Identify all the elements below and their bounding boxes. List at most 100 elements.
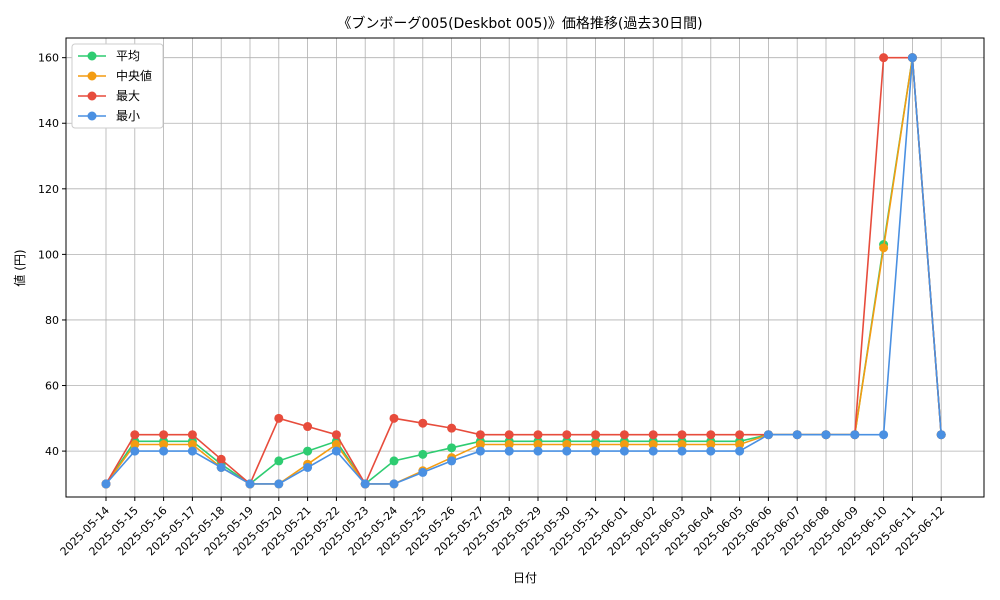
series-line [105, 57, 942, 485]
y-tick-label: 140 [38, 117, 59, 130]
data-point [533, 446, 543, 456]
data-point [130, 430, 140, 440]
y-axis-ticks: 40 60 80 100 120 140 160 [38, 52, 66, 458]
data-point [792, 430, 802, 440]
data-point [303, 422, 313, 432]
data-point [101, 479, 111, 489]
data-point [591, 430, 601, 440]
legend-marker [87, 71, 97, 81]
y-tick-label: 120 [38, 183, 59, 196]
data-point [389, 456, 399, 466]
data-point [648, 440, 658, 450]
data-point [303, 462, 313, 472]
legend-marker [87, 111, 97, 121]
data-point [504, 446, 514, 456]
y-tick-label: 60 [45, 380, 59, 393]
data-point [591, 440, 601, 450]
y-tick-label: 80 [45, 314, 59, 327]
data-point [562, 446, 572, 456]
plot-frame [65, 37, 985, 498]
data-point [389, 413, 399, 423]
legend-item: 平均 [78, 49, 140, 63]
data-point [331, 430, 341, 440]
data-point [619, 430, 629, 440]
data-point [735, 440, 745, 450]
legend-item: 最小 [78, 109, 140, 123]
series-1 [101, 53, 946, 489]
data-point [216, 462, 226, 472]
legend-label: 最小 [116, 109, 140, 123]
data-point [706, 446, 716, 456]
legend-label: 最大 [116, 89, 140, 103]
data-point [706, 440, 716, 450]
legend-label: 中央値 [116, 68, 152, 83]
x-axis-ticks: 2025-05-142025-05-152025-05-162025-05-17… [58, 497, 947, 558]
legend-marker [87, 51, 97, 61]
data-point [130, 440, 140, 450]
series-3 [101, 53, 946, 489]
series-line [105, 57, 942, 486]
data-point [274, 479, 284, 489]
data-point [879, 243, 889, 253]
data-point [187, 446, 197, 456]
data-point [418, 449, 428, 459]
legend-marker [87, 91, 97, 101]
grid [66, 38, 984, 497]
data-point [677, 440, 687, 450]
data-point [418, 467, 428, 477]
data-point [763, 430, 773, 440]
legend-item: 最大 [78, 89, 140, 103]
series-2 [101, 53, 946, 489]
data-point [619, 440, 629, 450]
data-point [735, 446, 745, 456]
data-point [447, 443, 457, 453]
data-point [591, 446, 601, 456]
data-point [504, 430, 514, 440]
data-point [389, 479, 399, 489]
data-point [216, 454, 226, 464]
data-point [648, 430, 658, 440]
data-point [130, 446, 140, 456]
data-point [187, 430, 197, 440]
y-tick-label: 40 [45, 445, 59, 458]
data-point [331, 446, 341, 456]
data-point [879, 53, 889, 63]
data-point [447, 456, 457, 466]
data-point [418, 418, 428, 428]
data-point [936, 430, 946, 440]
data-point [303, 446, 313, 456]
data-point [159, 446, 169, 456]
legend-label: 平均 [116, 49, 140, 63]
data-point [879, 430, 889, 440]
data-point [677, 446, 687, 456]
series-layer [101, 53, 946, 489]
legend-item: 中央値 [78, 68, 152, 83]
y-tick-label: 100 [38, 248, 59, 261]
data-point [274, 456, 284, 466]
series-0 [101, 53, 946, 489]
data-point [159, 430, 169, 440]
data-point [187, 440, 197, 450]
data-point [475, 430, 485, 440]
y-axis-label: 値 (円) [12, 249, 27, 286]
data-point [850, 430, 860, 440]
series-line [105, 57, 942, 485]
data-point [533, 430, 543, 440]
chart-title: 《ブンボーグ005(Deskbot 005)》価格推移(過去30日間) [337, 15, 702, 32]
data-point [274, 413, 284, 423]
legend-box [71, 43, 164, 129]
data-point [475, 440, 485, 450]
data-point [562, 430, 572, 440]
data-point [619, 446, 629, 456]
data-point [331, 440, 341, 450]
data-point [677, 430, 687, 440]
data-point [504, 440, 514, 450]
data-point [159, 440, 169, 450]
series-line [105, 56, 942, 486]
data-point [245, 479, 255, 489]
data-point [706, 430, 716, 440]
data-point [735, 430, 745, 440]
data-point [475, 446, 485, 456]
